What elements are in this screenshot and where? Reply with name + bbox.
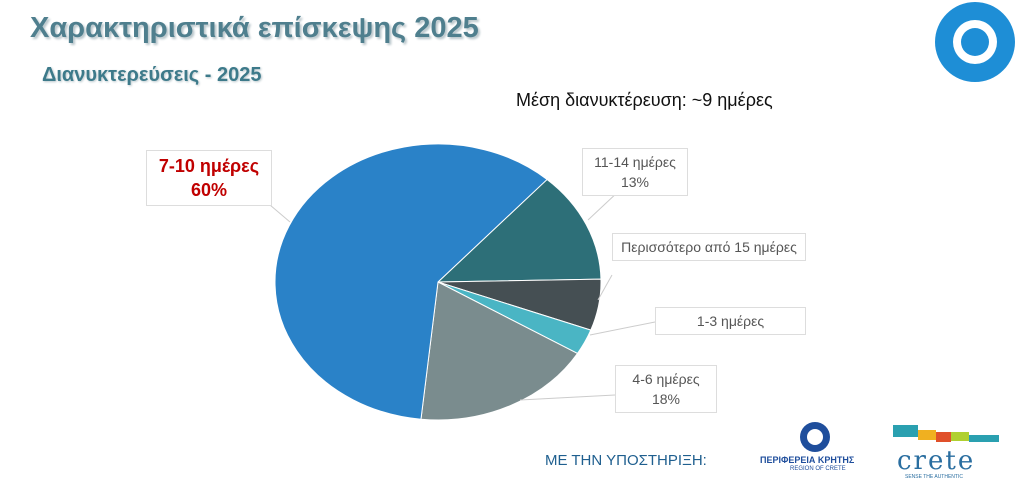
value-label: 18% bbox=[651, 391, 681, 407]
crete-logo bbox=[893, 425, 999, 442]
slice-label: 4-6 ημέρες 18% bbox=[615, 365, 717, 413]
pie-slice bbox=[420, 281, 579, 421]
slice-label: Περισσότερο από 15 ημέρες bbox=[612, 233, 806, 261]
category-label: 4-6 ημέρες bbox=[632, 371, 700, 387]
slice-label: 11-14 ημέρες 13% bbox=[582, 148, 688, 196]
title: Χαρακτηριστικά επίσκεψης 2025 bbox=[30, 12, 479, 44]
pie-slice bbox=[274, 143, 548, 420]
brand: crete bbox=[897, 446, 976, 476]
pie-slice bbox=[436, 178, 602, 283]
category-label: 11-14 ημέρες bbox=[594, 154, 676, 170]
slice-label: 1-3 ημέρες bbox=[655, 307, 806, 335]
category-label: Περισσότερο από 15 ημέρες bbox=[621, 239, 797, 255]
subtitle: Διανυκτερεύσεις - 2025 bbox=[42, 64, 262, 86]
annotation: Μέση διανυκτέρευση: ~9 ημέρες bbox=[516, 90, 773, 110]
value-label: 60% bbox=[190, 180, 228, 200]
value-label: 13% bbox=[620, 174, 650, 190]
region-logo bbox=[800, 422, 830, 452]
leader-line bbox=[519, 394, 616, 401]
leader-line bbox=[597, 274, 613, 301]
category-label: 7-10 ημέρες bbox=[158, 156, 260, 176]
logo bbox=[935, 2, 1015, 82]
leader-line bbox=[269, 204, 291, 223]
region-name-en: REGION OF CRETE bbox=[790, 466, 846, 472]
leader-line bbox=[589, 321, 656, 336]
slogan: SENSE THE AUTHENTIC bbox=[905, 474, 963, 480]
category-label: 1-3 ημέρες bbox=[696, 313, 765, 329]
slice-label: 7-10 ημέρες 60% bbox=[146, 150, 272, 206]
support-text: ΜΕ ΤΗΝ ΥΠΟΣΤΗΡΙΞΗ: bbox=[545, 452, 707, 469]
region-name: ΠΕΡΙΦΕΡΕΙΑ ΚΡΗΤΗΣ bbox=[760, 455, 855, 465]
